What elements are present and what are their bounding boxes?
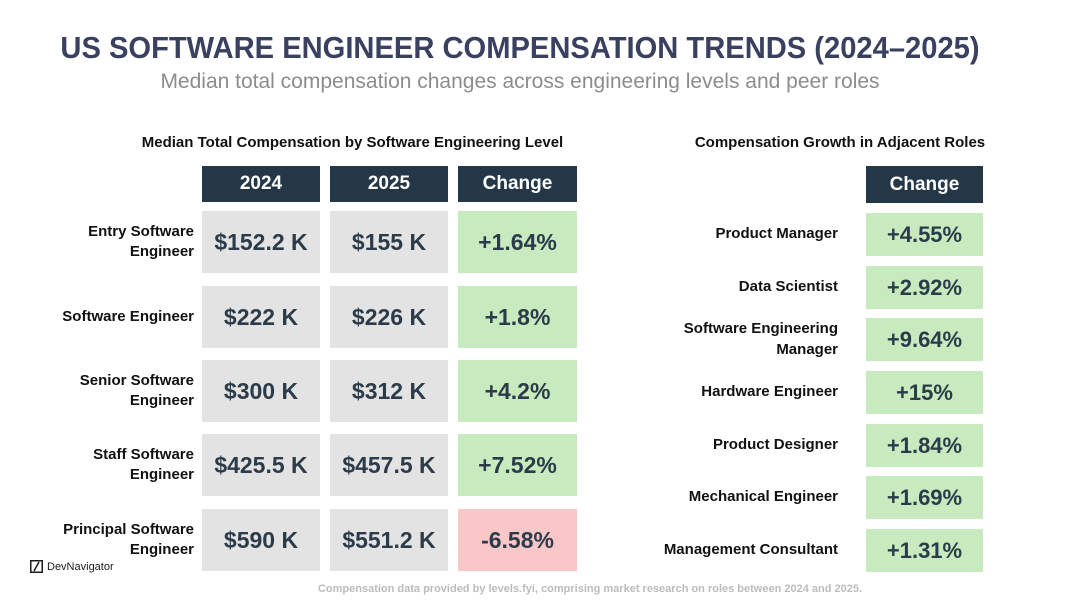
change-cell: +4.55%: [866, 213, 983, 256]
row-label-entry-software-engineer: Entry Software Engineer: [88, 222, 194, 260]
page-subtitle: Median total compensation changes across…: [160, 70, 880, 93]
left-table-header-change: Change: [458, 166, 577, 202]
value-cell-2025: $457.5 K: [330, 434, 448, 496]
row-label-software-engineer: Software Engineer: [62, 307, 194, 325]
row-label-data-scientist: Data Scientist: [738, 278, 838, 296]
left-table-header-2025: 2025: [330, 166, 448, 202]
right-table-header-change: Change: [866, 166, 983, 203]
value-cell-2024: $222 K: [202, 286, 320, 348]
left-table-header-2024: 2024: [202, 166, 320, 202]
row-label-software-engineering-manager: Software Engineering Manager: [683, 320, 838, 358]
row-label-hardware-engineer: Hardware Engineer: [701, 383, 838, 401]
change-cell: +1.8%: [458, 286, 577, 348]
change-cell: +1.69%: [866, 476, 983, 519]
change-cell: +15%: [866, 371, 983, 414]
change-cell: -6.58%: [458, 509, 577, 571]
row-label-mechanical-engineer: Mechanical Engineer: [688, 488, 838, 506]
value-cell-2024: $425.5 K: [202, 434, 320, 496]
change-cell: +4.2%: [458, 360, 577, 422]
left-table-title: Median Total Compensation by Software En…: [141, 134, 564, 151]
change-cell: +1.84%: [866, 424, 983, 467]
value-cell-2025: $312 K: [330, 360, 448, 422]
change-cell: +9.64%: [866, 318, 983, 361]
value-cell-2024: $152.2 K: [202, 211, 320, 273]
value-cell-2025: $155 K: [330, 211, 448, 273]
data-attribution: Compensation data provided by levels.fyi…: [317, 583, 863, 595]
row-label-product-designer: Product Designer: [712, 436, 838, 454]
value-cell-2024: $300 K: [202, 360, 320, 422]
row-label-principal-software-engineer: Principal Software Engineer: [63, 520, 194, 558]
value-cell-2025: $551.2 K: [330, 509, 448, 571]
row-label-product-manager: Product Manager: [715, 225, 838, 243]
change-cell: +1.31%: [866, 529, 983, 572]
right-table-title: Compensation Growth in Adjacent Roles: [694, 134, 986, 151]
value-cell-2025: $226 K: [330, 286, 448, 348]
value-cell-2024: $590 K: [202, 509, 320, 571]
devnavigator-slash-icon: [30, 560, 43, 573]
row-label-management-consultant: Management Consultant: [663, 541, 838, 559]
change-cell: +2.92%: [866, 266, 983, 309]
brand-logo: DevNavigator: [30, 560, 114, 573]
change-cell: +1.64%: [458, 211, 577, 273]
brand-name: DevNavigator: [47, 560, 114, 573]
page-title: US SOFTWARE ENGINEER COMPENSATION TRENDS…: [60, 30, 980, 65]
row-label-senior-software-engineer: Senior Software Engineer: [79, 371, 194, 409]
change-cell: +7.52%: [458, 434, 577, 496]
row-label-staff-software-engineer: Staff Software Engineer: [93, 445, 194, 483]
